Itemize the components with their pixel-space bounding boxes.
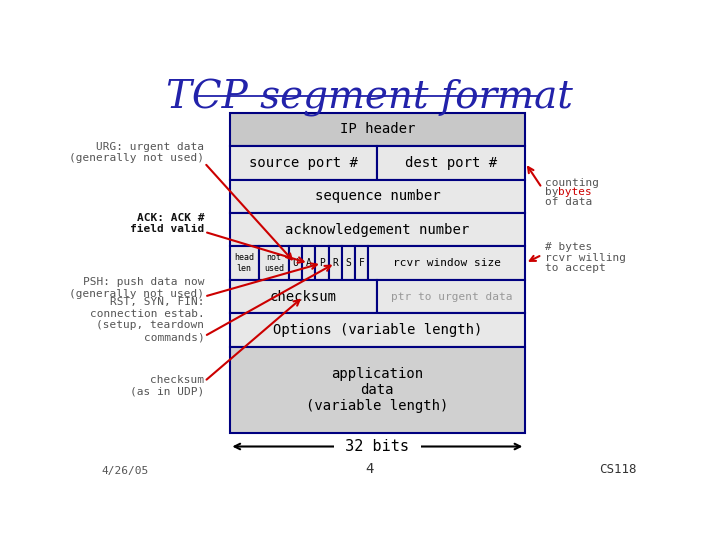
Text: rcvr willing: rcvr willing xyxy=(545,253,626,263)
Text: URG: urgent data
(generally not used): URG: urgent data (generally not used) xyxy=(69,141,204,163)
Text: ptr to urgent data: ptr to urgent data xyxy=(390,292,512,302)
Bar xyxy=(369,246,526,280)
Text: A: A xyxy=(306,258,312,268)
Text: acknowledgement number: acknowledgement number xyxy=(285,222,469,237)
Text: application
data
(variable length): application data (variable length) xyxy=(306,367,449,413)
Bar xyxy=(302,246,315,280)
Bar xyxy=(230,347,526,433)
Text: P: P xyxy=(319,258,325,268)
Bar xyxy=(230,146,377,179)
Bar xyxy=(377,146,526,179)
Text: head
len: head len xyxy=(234,253,254,273)
Text: rcvr window size: rcvr window size xyxy=(393,258,501,268)
Text: source port #: source port # xyxy=(249,156,358,170)
Bar xyxy=(259,246,289,280)
Text: 4: 4 xyxy=(365,462,373,476)
Text: Options (variable length): Options (variable length) xyxy=(273,323,482,337)
Bar xyxy=(377,280,526,313)
Text: checksum: checksum xyxy=(270,289,337,303)
Text: bytes: bytes xyxy=(557,187,591,197)
Text: U: U xyxy=(292,258,298,268)
Text: # bytes: # bytes xyxy=(545,242,592,252)
Bar xyxy=(342,246,355,280)
Bar xyxy=(230,246,259,280)
Bar xyxy=(355,246,369,280)
Text: ACK: ACK #
field valid: ACK: ACK # field valid xyxy=(130,213,204,234)
Bar xyxy=(230,213,526,246)
Text: 4/26/05: 4/26/05 xyxy=(101,467,148,476)
Text: R: R xyxy=(333,258,338,268)
Text: PSH: push data now
(generally not used): PSH: push data now (generally not used) xyxy=(69,278,204,299)
Text: CS118: CS118 xyxy=(599,463,637,476)
Text: TCP segment format: TCP segment format xyxy=(166,79,572,117)
Text: of data: of data xyxy=(545,197,592,207)
Bar xyxy=(230,113,526,146)
Text: not
used: not used xyxy=(264,253,284,273)
Text: sequence number: sequence number xyxy=(315,189,440,203)
Text: to accept: to accept xyxy=(545,263,606,273)
Bar xyxy=(230,179,526,213)
Text: F: F xyxy=(359,258,365,268)
Text: by: by xyxy=(545,187,565,197)
Text: dest port #: dest port # xyxy=(405,156,498,170)
Bar xyxy=(315,246,328,280)
Bar xyxy=(230,280,377,313)
Text: IP header: IP header xyxy=(340,123,415,136)
Text: S: S xyxy=(346,258,351,268)
Text: counting: counting xyxy=(545,178,599,187)
Text: 32 bits: 32 bits xyxy=(336,439,418,454)
Bar xyxy=(230,313,526,347)
Text: checksum
(as in UDP): checksum (as in UDP) xyxy=(130,375,204,396)
Bar xyxy=(289,246,302,280)
Text: RST, SYN, FIN:
connection estab.
(setup, teardown
commands): RST, SYN, FIN: connection estab. (setup,… xyxy=(89,297,204,342)
Bar xyxy=(328,246,342,280)
